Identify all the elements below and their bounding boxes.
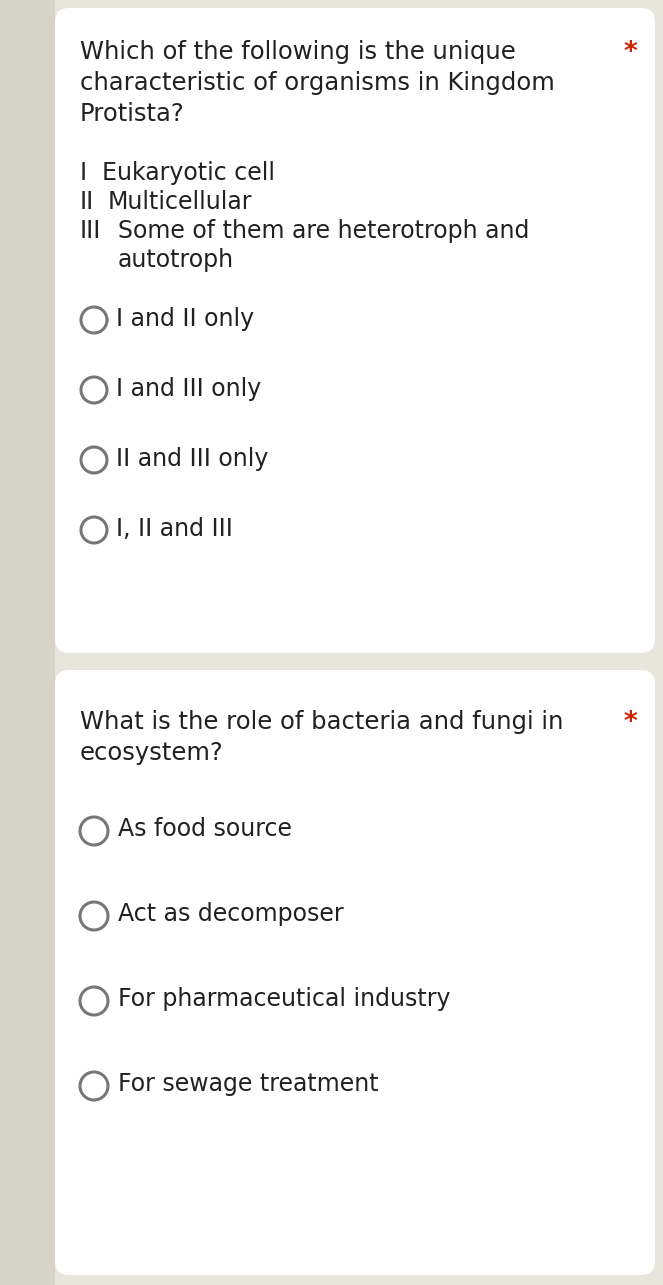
Text: For pharmaceutical industry: For pharmaceutical industry: [118, 987, 450, 1011]
Text: For sewage treatment: For sewage treatment: [118, 1072, 379, 1096]
Text: Eukaryotic cell: Eukaryotic cell: [102, 161, 275, 185]
Text: *: *: [623, 711, 637, 736]
Text: Protista?: Protista?: [80, 102, 185, 126]
FancyBboxPatch shape: [0, 0, 55, 1285]
FancyBboxPatch shape: [55, 669, 655, 1275]
Text: I and III only: I and III only: [116, 377, 261, 401]
Text: I and II only: I and II only: [116, 307, 254, 332]
Text: Some of them are heterotroph and: Some of them are heterotroph and: [118, 218, 529, 243]
Text: autotroph: autotroph: [118, 248, 234, 272]
Text: What is the role of bacteria and fungi in: What is the role of bacteria and fungi i…: [80, 711, 564, 734]
Text: Multicellular: Multicellular: [108, 190, 253, 215]
Text: I, II and III: I, II and III: [116, 517, 233, 541]
Text: ecosystem?: ecosystem?: [80, 741, 223, 765]
FancyBboxPatch shape: [55, 8, 655, 653]
Text: As food source: As food source: [118, 817, 292, 840]
Text: Act as decomposer: Act as decomposer: [118, 902, 343, 926]
Text: I: I: [80, 161, 87, 185]
Text: *: *: [623, 40, 637, 66]
Text: III: III: [80, 218, 101, 243]
Text: Which of the following is the unique: Which of the following is the unique: [80, 40, 516, 64]
Text: II and III only: II and III only: [116, 447, 269, 472]
Text: II: II: [80, 190, 94, 215]
Text: characteristic of organisms in Kingdom: characteristic of organisms in Kingdom: [80, 71, 555, 95]
